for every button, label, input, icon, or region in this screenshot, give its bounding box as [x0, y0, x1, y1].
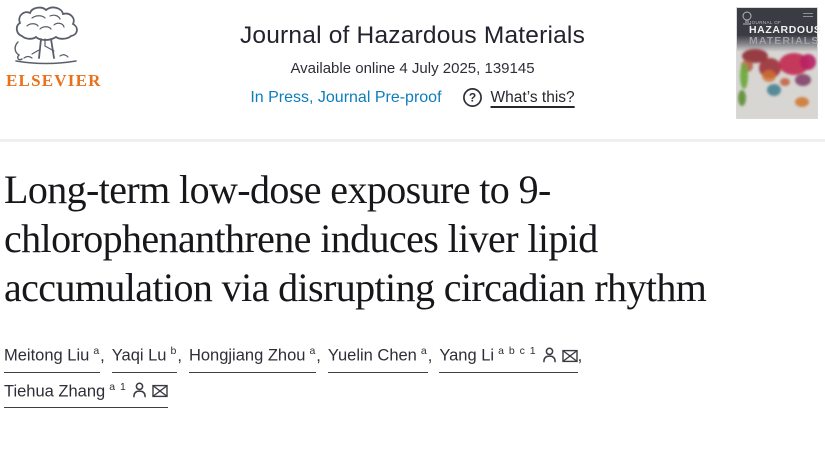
author-name: Hongjiang Zhou	[188, 346, 306, 365]
author-separator: ,	[177, 346, 182, 365]
question-mark-circle-icon[interactable]: ?	[462, 87, 483, 108]
author-affiliations: a b c 1	[498, 345, 537, 357]
author-list: Meitong Liu a, Yaqi Lu b, Hongjiang Zhou a, Yu…	[4, 337, 724, 408]
author-affiliations: a 1	[109, 380, 127, 393]
author-affiliations: a	[309, 345, 317, 357]
journal-header-center: Journal of Hazardous Materials Available…	[133, 22, 693, 108]
author-affiliations: a	[420, 345, 428, 357]
article-header: ELSEVIER Journal of Hazardous Materials …	[0, 0, 825, 139]
author-separator: ,	[316, 346, 321, 365]
author-separator: ,	[427, 346, 433, 365]
author-separator: ,	[577, 346, 583, 365]
author-affiliations: a	[93, 345, 101, 357]
cover-issue-info	[803, 13, 813, 18]
availability-text: Available online 4 July 2025, 139145	[290, 60, 535, 77]
cover-kicker: JOURNAL OF	[749, 20, 782, 25]
email-envelope-icon	[152, 384, 168, 398]
author-link[interactable]: Hongjiang Zhou a	[188, 337, 317, 373]
cover-elsevier-mark-icon	[742, 11, 752, 25]
email-envelope-icon	[561, 349, 578, 362]
author-profile-icon	[132, 382, 146, 398]
article-main: Long-term low-dose exposure to 9-chlorop…	[0, 165, 825, 408]
author-link[interactable]: Yuelin Chen a	[327, 337, 428, 373]
elsevier-wordmark: ELSEVIER	[6, 71, 102, 90]
whats-this-group: ? What’s this?	[462, 87, 575, 108]
author-link[interactable]: Yaqi Lu b	[111, 337, 178, 373]
elsevier-logo: ELSEVIER	[6, 6, 102, 91]
journal-title-link[interactable]: Journal of Hazardous Materials	[239, 22, 586, 49]
author-name: Yuelin Chen	[327, 346, 417, 365]
author-separator: ,	[100, 346, 105, 365]
author-link[interactable]: Meitong Liu a	[4, 337, 101, 373]
in-press-link[interactable]: In Press, Journal Pre-proof	[250, 88, 442, 106]
cover-world-map-art	[738, 49, 816, 107]
header-divider	[0, 139, 825, 142]
article-title: Long-term low-dose exposure to 9-chlorop…	[4, 167, 707, 310]
author-affiliations: b	[170, 345, 178, 357]
cover-title-line1: HAZARDOUS	[749, 24, 822, 36]
elsevier-tree-icon	[14, 6, 78, 65]
author-link[interactable]: Tiehua Zhang a 1	[4, 373, 168, 408]
cover-title-line2: MATERIALS	[749, 35, 820, 47]
author-name: Tiehua Zhang	[4, 382, 106, 400]
author-profile-icon	[542, 347, 556, 362]
author-name: Yang Li	[439, 346, 495, 365]
author-name: Yaqi Lu	[111, 346, 167, 365]
status-row: In Press, Journal Pre-proof ? What’s thi…	[133, 87, 693, 108]
whats-this-link[interactable]: What’s this?	[490, 88, 575, 106]
svg-text:?: ?	[468, 91, 475, 105]
journal-cover-thumbnail[interactable]: JOURNAL OF HAZARDOUS MATERIALS	[737, 8, 821, 118]
author-link[interactable]: Yang Li a b c 1	[439, 337, 578, 373]
author-name: Meitong Liu	[4, 346, 90, 365]
